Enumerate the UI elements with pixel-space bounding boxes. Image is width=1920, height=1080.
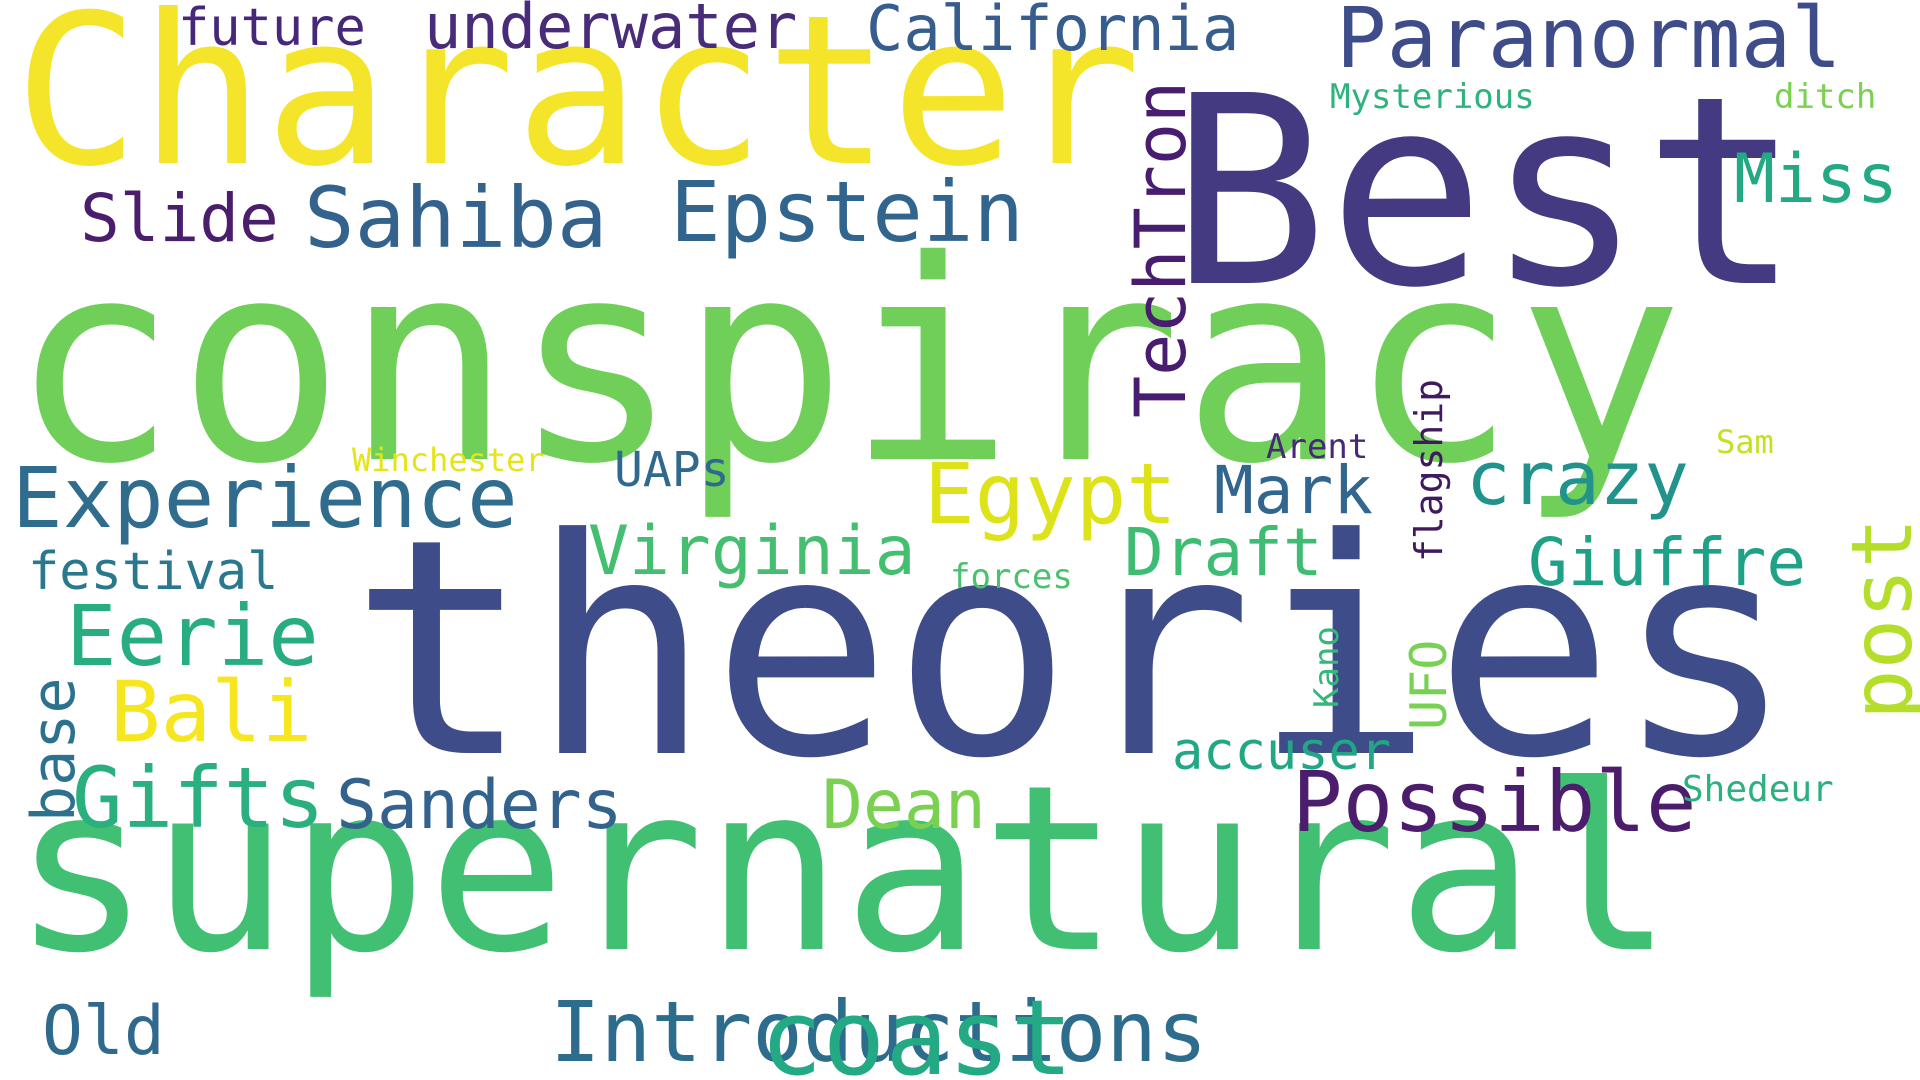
word-virginia: Virginia [588, 512, 916, 591]
word-techtron: TechTron [1120, 80, 1202, 418]
word-kano: Kano [1307, 626, 1347, 708]
word-accuser: accuser [1172, 722, 1392, 782]
word-egypt: Egypt [924, 445, 1177, 543]
word-post: post [1833, 517, 1920, 720]
word-uaps: UAPs [614, 442, 730, 498]
word-ditch: ditch [1774, 77, 1877, 117]
word-experience: Experience [12, 449, 518, 547]
word-festival: festival [28, 542, 279, 602]
word-flagship: flagship [1407, 378, 1451, 562]
word-theories: theories [350, 475, 1795, 824]
word-giuffre: Giuffre [1528, 524, 1807, 601]
word-forces: forces [950, 557, 1073, 597]
word-crazy: crazy [1466, 436, 1689, 522]
word-underwater: underwater [424, 0, 798, 63]
word-conspiracy: conspiracy [10, 201, 1684, 525]
word-supernatural: supernatural [12, 737, 1674, 1004]
word-future: future [178, 0, 366, 58]
word-sahiba: Sahiba [304, 169, 608, 267]
word-gifts: Gifts [72, 749, 325, 847]
word-california: California [866, 0, 1240, 65]
word-mysterious: Mysterious [1330, 77, 1535, 117]
word-paranormal: Paranormal [1336, 0, 1842, 87]
word-best: Best [1170, 40, 1801, 345]
word-slide: Slide [80, 180, 279, 257]
word-miss: Miss [1734, 140, 1898, 219]
word-sam: Sam [1716, 423, 1774, 461]
word-possible: Possible [1292, 753, 1697, 851]
word-winchester: Winchester [352, 441, 545, 479]
word-arent: Arent [1266, 427, 1369, 467]
word-character: Character [14, 0, 1142, 213]
word-dean: Dean [822, 766, 986, 845]
word-introductions: Introductions [550, 983, 1208, 1080]
word-draft: Draft [1124, 514, 1323, 591]
word-eerie: Eerie [66, 587, 319, 685]
word-old: Old [42, 992, 165, 1071]
word-epstein: Epstein [670, 163, 1025, 261]
word-bali: Bali [110, 663, 313, 761]
word-coast: coast [760, 977, 1074, 1080]
word-shedeur: Shedeur [1682, 769, 1834, 810]
word-ufo: UFO [1400, 639, 1458, 730]
word-mark: Mark [1214, 452, 1373, 529]
word-sanders: Sanders [336, 766, 623, 845]
